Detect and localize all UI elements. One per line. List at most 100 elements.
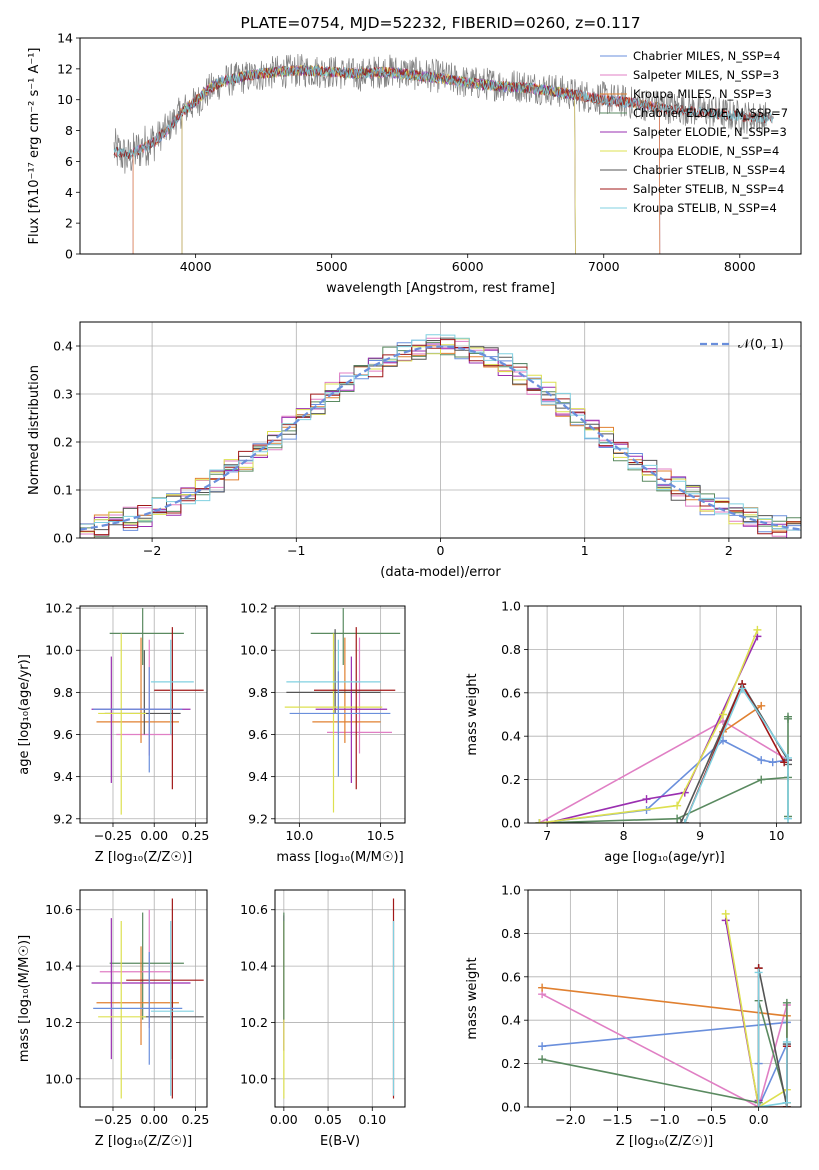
y-tick-label: 9.2 xyxy=(248,811,268,826)
y-axis-label: Normed distribution xyxy=(27,365,42,495)
plot-area xyxy=(113,53,774,254)
legend-label: Chabrier STELIB, N_SSP=4 xyxy=(633,163,785,177)
panel-z-age: −0.25 0.00 0.25 9.2 9.4 9.6 9.8 10.0 10.2 Z [log₁… xyxy=(17,601,209,865)
weight-marker xyxy=(757,756,766,765)
errorbar-point xyxy=(91,918,191,1060)
errorbar-point xyxy=(98,921,146,1099)
y-tick-label: 9.4 xyxy=(53,769,73,784)
y-tick-label: 9.2 xyxy=(53,811,73,826)
weight-marker xyxy=(673,814,682,823)
weight-marker xyxy=(538,1055,547,1064)
y-tick-label: 0.4 xyxy=(501,1013,521,1028)
weight-marker xyxy=(538,983,547,992)
weight-marker xyxy=(673,801,682,810)
x-tick-label: 8 xyxy=(620,828,628,843)
x-tick-label: 0 xyxy=(437,543,445,558)
legend-label: Chabrier MILES, N_SSP=4 xyxy=(633,49,780,63)
y-tick-label: 10.0 xyxy=(240,643,268,658)
x-axis-label: age [log₁₀(age/yr)] xyxy=(604,850,725,865)
weight-marker xyxy=(782,998,791,1007)
x-tick-label: 10.5 xyxy=(367,828,395,843)
errorbar-point xyxy=(284,633,383,813)
y-tick-label: 0.2 xyxy=(501,1056,521,1071)
x-tick-label: 0.25 xyxy=(182,828,210,843)
x-tick-label: 0.0 xyxy=(749,1112,769,1127)
plot-area xyxy=(538,909,791,1107)
y-tick-label: 10.2 xyxy=(45,1015,73,1030)
grid-lines xyxy=(80,890,207,1107)
weight-line xyxy=(684,686,789,823)
axes-frame xyxy=(79,605,208,824)
weight-marker xyxy=(784,814,792,823)
errorbar-point xyxy=(96,946,179,1045)
panel-z-weight: −2.0 −1.5 −1.0 −0.5 0.0 0.0 0.2 0.4 0.6 0.8 1.0 Z [… xyxy=(465,883,802,1149)
y-tick-label: 8 xyxy=(65,123,73,138)
x-axis-label: Z [log₁₀(Z/Z☉)] xyxy=(616,1134,713,1149)
histogram-salpeter-stelib xyxy=(80,339,801,536)
y-tick-label: 9.4 xyxy=(248,769,268,784)
errorbar-point xyxy=(109,912,184,1020)
x-tick-label: 4000 xyxy=(180,259,212,274)
weight-marker xyxy=(757,775,766,784)
weight-marker xyxy=(535,819,544,823)
chart-title: PLATE=0754, MJD=52232, FIBERID=0260, z=0… xyxy=(240,14,640,32)
y-tick-label: 10 xyxy=(57,92,73,107)
weight-marker xyxy=(780,758,789,767)
errorbar-point xyxy=(126,898,204,1099)
weight-marker xyxy=(754,1103,763,1107)
errorbar-point xyxy=(144,960,204,1060)
x-tick-label: 0.00 xyxy=(140,828,168,843)
y-tick-label: 10.4 xyxy=(45,959,73,974)
grid-lines xyxy=(275,606,405,823)
axes-frame xyxy=(274,605,406,824)
x-tick-label: 9 xyxy=(696,828,704,843)
plot-area xyxy=(91,608,204,815)
y-tick-label: 0.8 xyxy=(501,926,521,941)
legend-label: Chabrier ELODIE, N_SSP=7 xyxy=(633,106,788,120)
y-axis-label: mass weight xyxy=(465,673,480,755)
y-tick-label: 0.2 xyxy=(501,772,521,787)
weight-marker xyxy=(538,1042,547,1051)
y-tick-label: 10.0 xyxy=(240,1071,268,1086)
x-axis-label: (data-model)/error xyxy=(380,565,501,580)
y-tick-label: 9.8 xyxy=(248,685,268,700)
panel-age-weight: 7 8 9 10 0.0 0.2 0.4 0.6 0.8 1.0 age [log₁₀(age/yr… xyxy=(465,599,802,865)
legend-label: Salpeter STELIB, N_SSP=4 xyxy=(633,182,784,196)
y-axis-label: mass [log₁₀(M/M☉)] xyxy=(17,935,32,1062)
axes-frame xyxy=(274,889,406,1108)
panel-mass-age: 10.0 10.5 9.2 9.4 9.6 9.8 10.0 10.2 mass [log₁₀(… xyxy=(240,601,406,865)
y-tick-label: 2 xyxy=(65,216,73,231)
x-tick-label: 0.25 xyxy=(182,1112,210,1127)
errorbar-point xyxy=(150,639,194,735)
x-tick-label: −0.25 xyxy=(94,1112,132,1127)
x-tick-label: 5000 xyxy=(316,259,348,274)
x-tick-label: −0.25 xyxy=(94,828,132,843)
y-tick-label: 12 xyxy=(57,61,73,76)
y-tick-label: 10.2 xyxy=(240,1015,268,1030)
y-tick-label: 0.0 xyxy=(501,1100,521,1115)
weight-marker xyxy=(753,625,762,634)
legend: Chabrier MILES, N_SSP=4 Salpeter MILES, N… xyxy=(600,49,788,215)
weight-marker xyxy=(784,753,792,762)
y-tick-label: 0.0 xyxy=(53,531,73,546)
weight-line xyxy=(539,739,789,823)
weight-line xyxy=(757,967,788,1107)
plot-area xyxy=(535,625,792,823)
axes-frame xyxy=(527,889,802,1108)
y-tick-label: 9.6 xyxy=(248,727,268,742)
errorbar-point xyxy=(96,637,179,743)
legend-label: Salpeter MILES, N_SSP=3 xyxy=(633,68,779,82)
y-tick-label: 0.4 xyxy=(53,339,73,354)
x-tick-label: −0.5 xyxy=(696,1112,726,1127)
panel-residuals: −2 −1 0 1 2 0.0 0.1 0.2 0.3 0.4 (data-model)/error… xyxy=(27,321,802,580)
y-axis-label: age [log₁₀(age/yr)] xyxy=(17,654,32,775)
weight-marker xyxy=(676,819,685,823)
errorbar-point xyxy=(109,608,184,665)
grid-lines xyxy=(528,889,801,1108)
grid-lines xyxy=(275,890,405,1107)
weight-line xyxy=(539,629,759,823)
panel-z-mass: −0.25 0.00 0.25 10.0 10.2 10.4 10.6 Z [log₁₀(Z/… xyxy=(17,889,210,1149)
y-tick-label: 10.6 xyxy=(45,902,73,917)
y-tick-label: 0.2 xyxy=(53,435,73,450)
